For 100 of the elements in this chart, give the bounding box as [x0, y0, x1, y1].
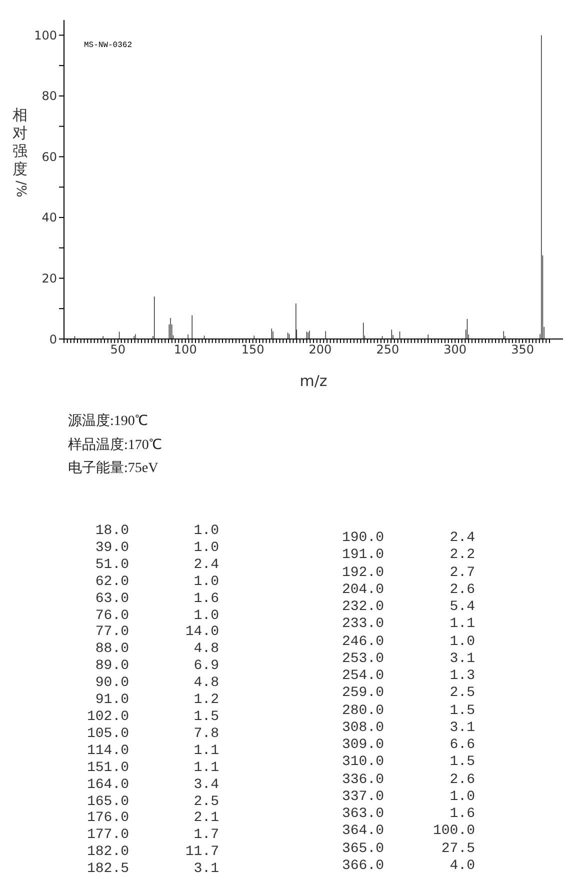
text: 样品温度:170℃ — [68, 436, 162, 454]
category-label: 39.0 — [94, 540, 129, 557]
data-label: 100.0 — [432, 823, 475, 840]
category-label: 182.0 — [86, 844, 129, 862]
category-label: 336.0 — [340, 772, 384, 789]
data-label: 1.1 — [192, 760, 219, 777]
category-label: 246.0 — [340, 634, 384, 651]
category-label: 77.0 — [94, 624, 129, 642]
data-label: 1.5 — [448, 754, 475, 772]
x-axis-title: m/z — [300, 372, 328, 390]
category-label: 192.0 — [340, 564, 384, 582]
category-label: 165.0 — [86, 794, 129, 810]
data-label: 1.0 — [448, 788, 475, 806]
data-label: 2.4 — [448, 530, 475, 548]
data-label: 1.0 — [192, 523, 219, 540]
category-label: 310.0 — [340, 754, 384, 772]
data-label: 1.7 — [192, 827, 219, 844]
data-label: 1.0 — [448, 634, 475, 651]
x-tick-label: 100 — [174, 342, 197, 357]
text: 电子能量:75eV — [68, 460, 160, 478]
data-label: 1.5 — [192, 708, 219, 726]
category-label: 88.0 — [94, 641, 129, 658]
category-label: 89.0 — [94, 658, 129, 676]
category-label: 18.0 — [94, 523, 129, 540]
category-label: 365.0 — [340, 840, 384, 858]
category-label: 102.0 — [86, 708, 129, 726]
data-label: 14.0 — [184, 624, 219, 642]
data-label: 4.8 — [192, 641, 219, 658]
y-tick-label: 20 — [42, 272, 57, 286]
category-label: 253.0 — [340, 650, 384, 668]
data-label: 3.1 — [448, 650, 475, 668]
data-label: 1.6 — [448, 806, 475, 824]
category-label: 191.0 — [340, 547, 384, 564]
category-label: 51.0 — [94, 556, 129, 574]
category-label: 259.0 — [340, 685, 384, 702]
data-label: 1.0 — [192, 574, 219, 591]
data-label: 3.4 — [192, 776, 219, 794]
y-tick-label: 60 — [42, 150, 57, 164]
category-label: 151.0 — [86, 760, 129, 777]
category-label: 254.0 — [340, 668, 384, 686]
data-label: 1.0 — [192, 608, 219, 624]
data-label: 11.7 — [184, 844, 219, 862]
y-tick-label: 0 — [49, 332, 57, 346]
category-label: 182.5 — [86, 861, 129, 878]
data-label: 27.5 — [440, 840, 475, 858]
x-tick-label: 50 — [110, 342, 126, 357]
data-label: 1.5 — [448, 702, 475, 720]
category-label: 176.0 — [86, 810, 129, 828]
data-label: 7.8 — [192, 726, 219, 743]
category-label: 309.0 — [340, 737, 384, 754]
category-label: 62.0 — [94, 574, 129, 591]
data-label: 1.2 — [192, 692, 219, 709]
x-tick-label: 350 — [511, 342, 534, 357]
category-label: 63.0 — [94, 590, 129, 608]
x-tick-label: 300 — [444, 342, 467, 357]
category-label: 364.0 — [340, 823, 384, 840]
category-label: 76.0 — [94, 608, 129, 624]
data-label: 6.9 — [192, 658, 219, 676]
data-label: 6.6 — [448, 737, 475, 754]
x-tick-label: 150 — [241, 342, 264, 357]
category-label: 280.0 — [340, 702, 384, 720]
data-label: 2.5 — [448, 685, 475, 702]
y-axis-title: 相对强度/% — [12, 106, 29, 198]
data-label: 2.4 — [192, 556, 219, 574]
x-tick-label: 200 — [308, 342, 332, 357]
data-label: 1.3 — [448, 668, 475, 686]
category-label: 233.0 — [340, 616, 384, 634]
data-label: 4.8 — [192, 675, 219, 692]
x-tick-label: 250 — [376, 342, 400, 357]
category-label: 164.0 — [86, 776, 129, 794]
y-tick-label: 80 — [42, 89, 57, 104]
category-label: 90.0 — [94, 675, 129, 692]
category-label: 366.0 — [340, 858, 384, 875]
y-tick-label: 100 — [34, 28, 57, 42]
category-label: 190.0 — [340, 530, 384, 548]
category-label: 114.0 — [86, 742, 129, 760]
data-label: 4.0 — [448, 858, 475, 875]
category-label: 177.0 — [86, 827, 129, 844]
data-label: 3.1 — [448, 720, 475, 737]
data-label: 1.1 — [448, 616, 475, 634]
data-label: 1.1 — [192, 742, 219, 760]
category-label: 308.0 — [340, 720, 384, 737]
category-label: 337.0 — [340, 788, 384, 806]
data-label: 2.2 — [448, 547, 475, 564]
data-label: 1.6 — [192, 590, 219, 608]
data-label: 2.6 — [448, 772, 475, 789]
data-label: 2.7 — [448, 564, 475, 582]
category-label: 363.0 — [340, 806, 384, 824]
data-label: 3.1 — [192, 861, 219, 878]
data-label: 2.1 — [192, 810, 219, 828]
category-label: 204.0 — [340, 582, 384, 599]
category-label: 105.0 — [86, 726, 129, 743]
data-label: 2.5 — [192, 794, 219, 810]
annotation: MS-NW-0362 — [84, 41, 132, 50]
category-label: 91.0 — [94, 692, 129, 709]
data-label: 5.4 — [448, 599, 475, 616]
text: 源温度:190℃ — [68, 412, 149, 431]
data-label: 1.0 — [192, 540, 219, 557]
data-label: 2.6 — [448, 582, 475, 599]
category-label: 232.0 — [340, 599, 384, 616]
